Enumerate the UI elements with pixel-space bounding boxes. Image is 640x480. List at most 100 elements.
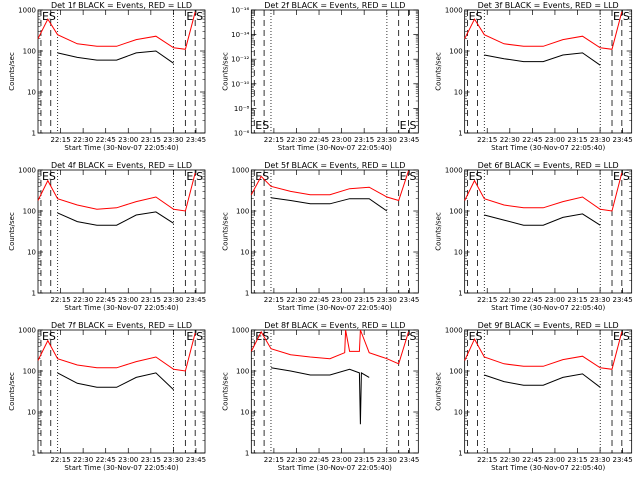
x-tick-label: 22:30 xyxy=(286,296,306,304)
x-tick-label: 22:45 xyxy=(309,456,329,464)
x-tick-label: 22:45 xyxy=(96,136,116,144)
y-tick-label: 10⁻¹⁶ xyxy=(231,7,249,15)
series-line-lld xyxy=(250,329,409,365)
series-line-events xyxy=(484,213,601,226)
series-line-lld xyxy=(250,170,409,202)
x-tick-label: 23:45 xyxy=(186,136,206,144)
y-tick-label: 10 xyxy=(454,249,463,257)
y-tick-label: 10⁻⁶ xyxy=(234,130,250,138)
x-axis-label: Start Time (30-Nov-07 22:05:40) xyxy=(64,144,178,152)
interval-marker-label: ES xyxy=(255,170,269,183)
interval-marker-label: S xyxy=(623,330,630,343)
y-tick-label: 10 xyxy=(454,409,463,417)
x-tick-label: 23:00 xyxy=(545,456,565,464)
x-tick-label: 23:00 xyxy=(118,456,138,464)
plot-frame xyxy=(464,169,633,294)
x-tick-label: 23:00 xyxy=(332,296,352,304)
x-tick-label: 23:30 xyxy=(163,456,183,464)
series-line-lld xyxy=(464,172,623,212)
x-tick-label: 23:45 xyxy=(613,136,633,144)
series-line-events xyxy=(57,211,174,226)
x-tick-label: 22:45 xyxy=(522,456,542,464)
plot-frame xyxy=(250,169,419,294)
x-tick-label: 23:15 xyxy=(354,296,374,304)
y-tick-label: 10⁻¹⁰ xyxy=(231,80,249,88)
x-tick-label: 22:15 xyxy=(264,296,284,304)
x-axis-label: Start Time (30-Nov-07 22:05:40) xyxy=(278,304,392,312)
y-tick-label: 10 xyxy=(454,89,463,97)
y-tick-label: 1000 xyxy=(445,167,463,175)
x-tick-label: 23:15 xyxy=(567,136,587,144)
series-line-lld xyxy=(464,331,623,370)
x-tick-label: 23:45 xyxy=(399,456,419,464)
x-tick-label: 23:45 xyxy=(186,296,206,304)
x-tick-label: 23:30 xyxy=(590,136,610,144)
y-tick-label: 100 xyxy=(449,368,462,376)
interval-marker-label: E xyxy=(400,330,407,343)
plot-frame xyxy=(37,169,206,294)
x-tick-label: 22:15 xyxy=(264,456,284,464)
panel-title: Det 6f BLACK = Events, RED = LLD xyxy=(478,161,619,170)
y-tick-label: 1000 xyxy=(232,327,250,335)
series-line-events xyxy=(270,197,388,212)
y-tick-label: 10 xyxy=(27,409,36,417)
x-tick-label: 23:15 xyxy=(141,296,161,304)
y-tick-label: 10 xyxy=(240,249,249,257)
x-tick-label: 23:15 xyxy=(141,456,161,464)
x-tick-label: 23:00 xyxy=(118,136,138,144)
y-tick-label: 100 xyxy=(23,368,36,376)
panel-det-3: Det 3f BLACK = Events, RED = LLD 1 10 100 10… xyxy=(435,1,633,152)
y-tick-label: 1000 xyxy=(18,167,36,175)
x-axis-label: Start Time (30-Nov-07 22:05:40) xyxy=(491,304,605,312)
panel-title: Det 1f BLACK = Events, RED = LLD xyxy=(51,1,192,10)
interval-marker-label: ES xyxy=(469,170,483,183)
x-tick-label: 23:30 xyxy=(590,456,610,464)
y-axis-label: Counts/sec xyxy=(8,372,16,411)
x-tick-label: 23:30 xyxy=(163,296,183,304)
interval-marker-label: ES xyxy=(42,10,56,23)
y-axis-label: Counts/sec xyxy=(221,212,229,251)
y-tick-label: 100 xyxy=(236,208,249,216)
x-axis-label: Start Time (30-Nov-07 22:05:40) xyxy=(278,144,392,152)
series-line-events xyxy=(484,373,601,388)
interval-marker-label: S xyxy=(196,10,203,23)
interval-marker-label: E xyxy=(186,170,193,183)
interval-marker-label: ES xyxy=(42,170,56,183)
x-tick-label: 22:45 xyxy=(96,296,116,304)
panel-title: Det 7f BLACK = Events, RED = LLD xyxy=(51,321,192,330)
y-tick-label: 1000 xyxy=(18,7,36,15)
interval-marker-label: ES xyxy=(255,119,269,132)
series-line-lld xyxy=(37,172,196,212)
plot-frame xyxy=(464,9,633,134)
series-line-events xyxy=(57,372,174,391)
y-tick-label: 1 xyxy=(32,130,36,138)
y-axis-label: Counts/sec xyxy=(8,52,16,91)
panel-det-5: Det 5f BLACK = Events, RED = LLD 1 10 100 10… xyxy=(221,161,419,312)
panel-title: Det 2f BLACK = Events, RED = LLD xyxy=(264,1,405,10)
x-tick-label: 23:00 xyxy=(118,296,138,304)
series-line-lld xyxy=(37,11,196,50)
y-tick-label: 1 xyxy=(458,450,462,458)
interval-marker-label: E xyxy=(186,10,193,23)
x-tick-label: 22:15 xyxy=(50,456,70,464)
interval-marker-label: S xyxy=(410,119,417,132)
y-tick-label: 100 xyxy=(449,208,462,216)
panel-det-4: Det 4f BLACK = Events, RED = LLD 1 10 100 10… xyxy=(8,161,206,312)
x-tick-label: 22:30 xyxy=(73,136,93,144)
x-tick-label: 22:45 xyxy=(309,296,329,304)
x-tick-label: 22:15 xyxy=(477,296,497,304)
plot-frame xyxy=(464,329,633,454)
interval-marker-label: ES xyxy=(255,330,269,343)
panel-det-2: Det 2f BLACK = Events, RED = LLD 10⁻⁶ 10⁻⁸… xyxy=(221,1,419,152)
interval-marker-label: ES xyxy=(469,330,483,343)
x-tick-label: 22:30 xyxy=(286,136,306,144)
x-tick-label: 22:30 xyxy=(500,136,520,144)
x-axis-label: Start Time (30-Nov-07 22:05:40) xyxy=(278,464,392,472)
x-tick-label: 22:45 xyxy=(522,136,542,144)
x-tick-label: 23:30 xyxy=(377,456,397,464)
interval-marker-label: E xyxy=(400,119,407,132)
panel-det-8: Det 8f BLACK = Events, RED = LLD 1 10 100 10… xyxy=(221,321,419,472)
y-tick-label: 10⁻¹² xyxy=(231,56,249,64)
y-tick-label: 10 xyxy=(27,249,36,257)
x-tick-label: 22:45 xyxy=(309,136,329,144)
